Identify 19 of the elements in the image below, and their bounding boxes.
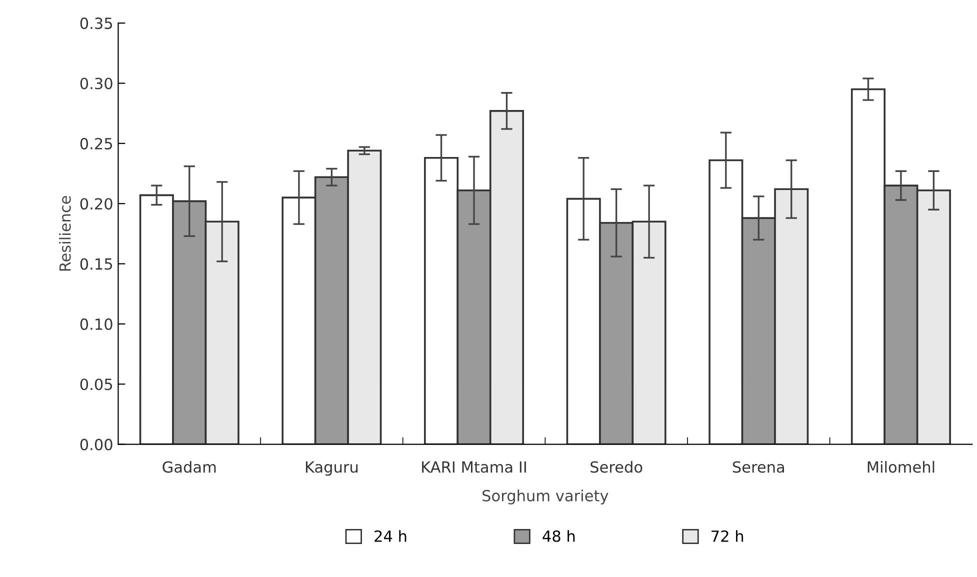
legend-label: 48 h — [542, 530, 575, 542]
x-tick-label: Seredo — [590, 460, 642, 473]
x-tick-label: Kaguru — [306, 461, 358, 476]
x-axis-title: Sorghum variety — [482, 490, 608, 504]
y-tick-label: 0.10 — [80, 318, 112, 330]
x-tick-label: Serena — [732, 461, 784, 473]
y-tick-label: 0.15 — [80, 258, 112, 270]
y-tick-label: 0.20 — [80, 198, 112, 210]
x-tick-label: KARI Mtama II — [422, 461, 526, 473]
x-tick-label: Milomehl — [868, 460, 934, 473]
y-tick-label: 0.00 — [80, 438, 112, 450]
y-tick-label: 0.25 — [80, 138, 112, 150]
legend-label: 72 h — [712, 530, 744, 542]
x-tick-label: Gadam — [162, 460, 216, 473]
y-tick-label: 0.35 — [80, 18, 112, 30]
legend-label: 24 h — [374, 530, 406, 542]
y-tick-label: 0.05 — [80, 378, 112, 390]
y-tick-label: 0.30 — [80, 78, 112, 90]
y-axis-title: Resilience — [58, 196, 71, 271]
